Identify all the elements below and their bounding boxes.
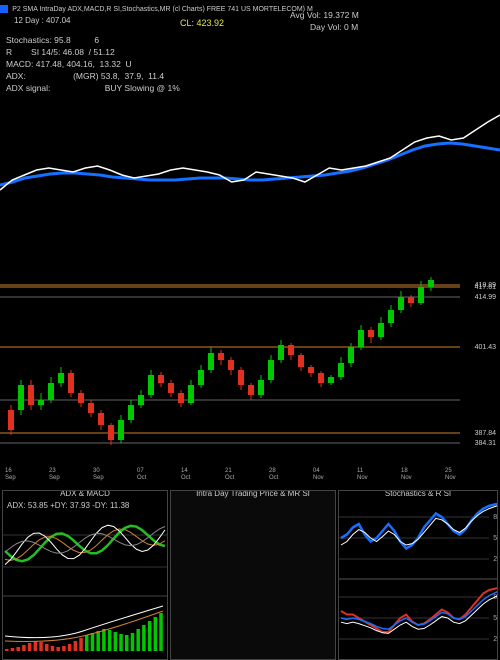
svg-text:50: 50 [493, 535, 498, 542]
legend-swatch [0, 5, 8, 13]
stats-block: Stochastics: 95.8 6 R SI 14/5: 46.08 / 5… [6, 34, 180, 94]
panel-title-stoch: Stochastics & R SI [339, 490, 497, 498]
panel-adx-macd: ADX & MACD ADX: 53.85 +DY: 37.93 -DY: 11… [2, 490, 168, 660]
adx-values: ADX: 53.85 +DY: 37.93 -DY: 11.38 [7, 501, 129, 510]
cl-label: CL: 423.92 [180, 18, 224, 28]
avg-vol-label: Avg Vol: 19.372 M [290, 10, 359, 20]
svg-text:50: 50 [493, 615, 498, 622]
bottom-panels-row: ADX & MACD ADX: 53.85 +DY: 37.93 -DY: 11… [0, 490, 500, 660]
stat-macd: MACD: 417.48, 404.16, 13.32 U [6, 58, 180, 70]
day-vol-label: Day Vol: 0 M [310, 22, 358, 32]
svg-text:417.61: 417.61 [475, 284, 497, 291]
stat-adx-signal: ADX signal: BUY Slowing @ 1% [6, 82, 180, 94]
stat-adx: ADX: (MGR) 53.8, 37.9, 11.4 [6, 70, 180, 82]
svg-text:384.31: 384.31 [475, 440, 497, 447]
panel-title-intra: Intra Day Trading Price & MR SI [171, 490, 335, 498]
panel-intraday: Intra Day Trading Price & MR SI [170, 490, 336, 660]
header-row-2: CL: 423.92 Avg Vol: 19.372 M Day Vol: 0 … [0, 18, 500, 32]
svg-text:387.84: 387.84 [475, 430, 497, 437]
svg-text:80: 80 [493, 514, 498, 521]
svg-text:401.43: 401.43 [475, 344, 497, 351]
header-row-1: P2 SMA IntraDay ADX,MACD,R SI,Stochastic… [0, 4, 500, 18]
candle-chart: 418.89417.61414.99401.43387.84384.31 [0, 275, 500, 465]
main-line-chart [0, 100, 500, 270]
date-axis: 16Sep23Sep30Sep07Oct14Oct21Oct28Oct04Nov… [0, 468, 500, 488]
panel-stochastics: Stochastics & R SI 205080205080 [338, 490, 498, 660]
stat-stochastics: Stochastics: 95.8 6 [6, 34, 180, 46]
panel-title-adx: ADX & MACD [3, 490, 167, 498]
header-text-1: P2 SMA IntraDay ADX,MACD,R SI,Stochastic… [12, 6, 313, 13]
svg-text:20: 20 [493, 556, 498, 563]
stat-rsi: R SI 14/5: 46.08 / 51.12 [6, 46, 180, 58]
svg-text:414.99: 414.99 [475, 294, 497, 301]
svg-text:20: 20 [493, 636, 498, 643]
